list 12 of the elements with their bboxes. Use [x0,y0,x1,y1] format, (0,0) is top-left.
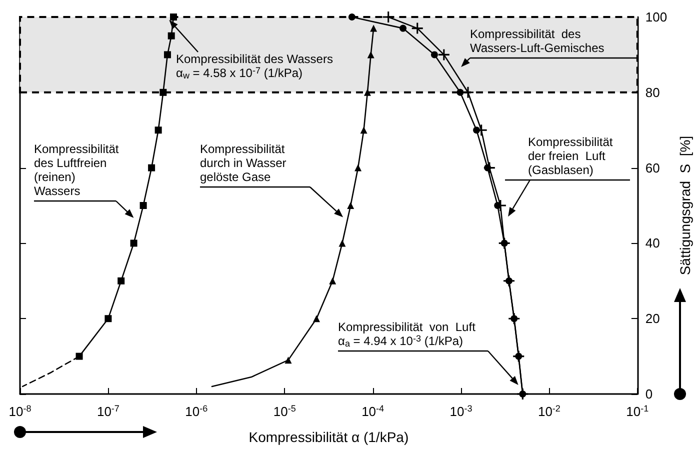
y-tick-label: 100 [645,10,668,24]
y-tick-label: 40 [645,236,660,251]
y-tick-label: 80 [645,84,660,100]
y-tick-label: 20 [645,311,660,326]
y-tick-label: 60 [645,160,660,176]
annotation: Kompressibilität durch in Wasser gelöste Gase [200,142,286,184]
annotation: Kompressibilität des Luftfreien (reinen) Wassers [34,142,120,198]
y-tick-label: 0 [645,386,653,402]
y-axis-title: Sättigungsgrad S [%] [677,136,693,276]
annotation: Kompressibilität der freien Luft (Gasblasen) [528,135,614,177]
x-axis-title: Kompressibilität α (1/kPa) [248,429,409,445]
annotation: Kompressibilität des Wassers-Luft-Gemisches [470,27,604,55]
